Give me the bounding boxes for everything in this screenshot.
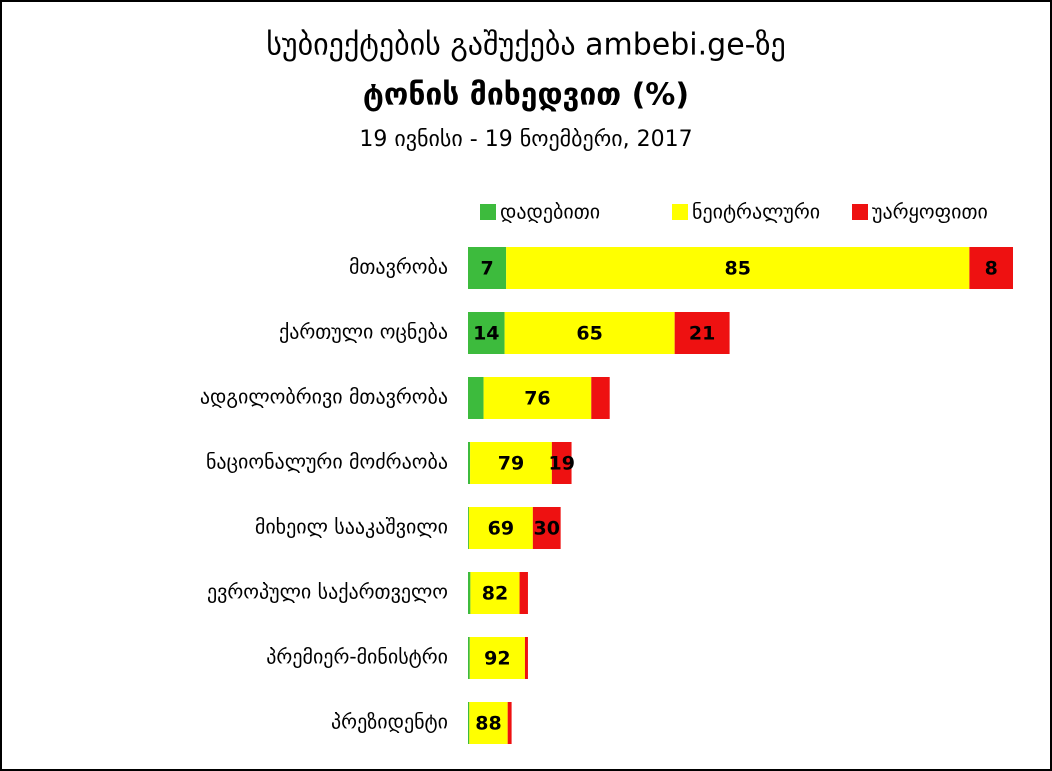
legend-swatch <box>672 204 688 220</box>
category-label: მთავრობა <box>349 255 448 279</box>
legend-label: ნეიტრალური <box>692 200 820 224</box>
bar-segment <box>468 507 533 549</box>
legend-label: დადებითი <box>500 200 600 224</box>
bar-segment <box>468 702 470 744</box>
category-label: ნაციონალური მოძრაობა <box>206 450 448 474</box>
data-label: 8 <box>985 258 998 280</box>
data-label: 30 <box>534 518 560 540</box>
data-label: 82 <box>482 583 508 605</box>
data-label: 92 <box>484 648 510 670</box>
category-label: პრემიერ-მინისტრი <box>266 645 448 669</box>
chart-subtitle: 19 ივნისი - 19 ნოემბერი, 2017 <box>359 127 692 152</box>
bar-segment <box>468 637 470 679</box>
category-label: ადგილობრივი მთავრობა <box>200 385 448 409</box>
legend-label: უარყოფითი <box>872 200 988 224</box>
bar-segment <box>519 572 528 614</box>
bar-segment <box>483 377 592 419</box>
bar-segment <box>468 572 471 614</box>
legend-swatch <box>852 204 868 220</box>
category-label: ევროპული საქართველო <box>207 580 448 604</box>
legend-swatch <box>480 204 496 220</box>
bar-segment <box>524 637 528 679</box>
bar-segment <box>674 312 730 354</box>
data-label: 79 <box>498 453 524 475</box>
bar-segment <box>468 312 505 354</box>
data-label: 19 <box>548 453 574 475</box>
bar-segment <box>468 442 471 484</box>
bar-segment <box>469 702 508 744</box>
bar-segment <box>469 637 525 679</box>
bar-segment <box>591 377 610 419</box>
chart-title: სუბიექტების გაშუქება ambebi.ge-ზე <box>266 28 786 63</box>
data-label: 85 <box>725 258 751 280</box>
bar-segment <box>506 247 970 289</box>
data-label: 65 <box>576 323 602 345</box>
category-label: ქართული ოცნება <box>279 320 448 344</box>
category-label: მიხეილ სააკაშვილი <box>255 515 448 539</box>
data-label: 21 <box>689 323 715 345</box>
category-label: პრეზიდენტი <box>331 710 448 734</box>
bar-segment <box>507 702 512 744</box>
chart-title: ტონის მიხედვით (%) <box>363 78 689 113</box>
data-label: 76 <box>524 388 550 410</box>
bar-segment <box>532 507 561 549</box>
bar-segment <box>470 442 552 484</box>
data-label: 14 <box>473 323 499 345</box>
bar-segment <box>551 442 572 484</box>
bar-segment <box>969 247 1013 289</box>
bar-segment <box>504 312 675 354</box>
bar-segment <box>468 507 469 549</box>
bar-segment <box>468 247 507 289</box>
bar-segment <box>470 572 520 614</box>
data-label: 7 <box>480 258 493 280</box>
bar-segment <box>468 377 484 419</box>
data-label: 69 <box>488 518 514 540</box>
data-label: 88 <box>475 713 501 735</box>
